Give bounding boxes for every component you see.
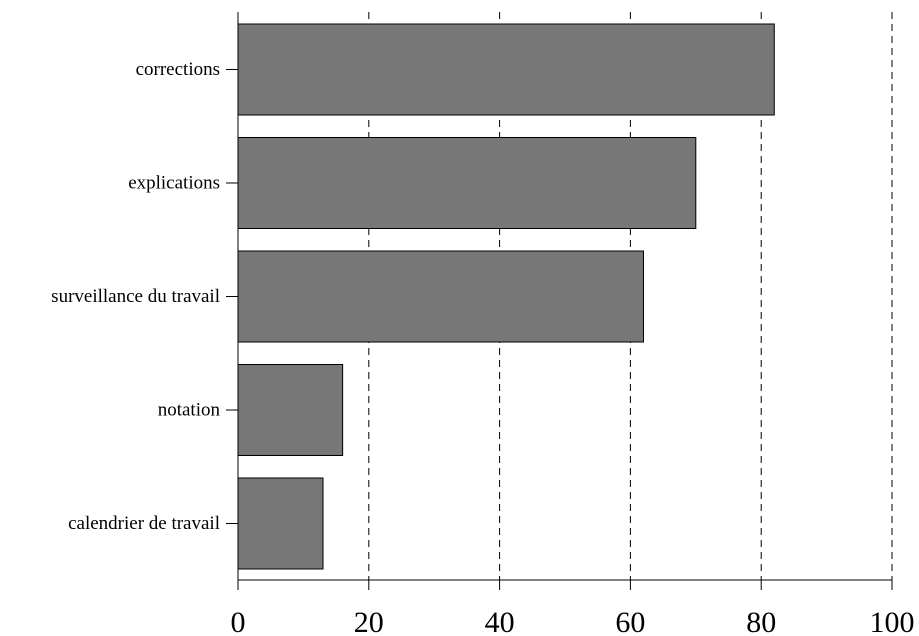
bar-1 [237,137,697,229]
x-axis-ticks: 0 20 40 60 80 100 [231,580,915,636]
bar-3 [237,364,344,456]
bar-2 [237,250,644,343]
category-label: notation [158,400,221,421]
x-tick-label: 0 [231,606,246,636]
bars [237,23,775,570]
category-labels: corrections explications surveillance du t… [51,59,238,534]
category-label: surveillance du travail [51,286,220,307]
x-tick-label: 100 [870,606,915,636]
bar-4 [237,477,324,570]
category-label: corrections [136,59,220,80]
x-tick-label: 60 [615,606,645,636]
x-tick-label: 80 [746,606,776,636]
category-label: calendrier de travail [68,513,220,534]
grid-lines [368,12,893,580]
x-tick-label: 40 [485,606,515,636]
x-tick-label: 20 [354,606,384,636]
bar-0 [237,23,775,116]
category-label: explications [128,173,220,194]
